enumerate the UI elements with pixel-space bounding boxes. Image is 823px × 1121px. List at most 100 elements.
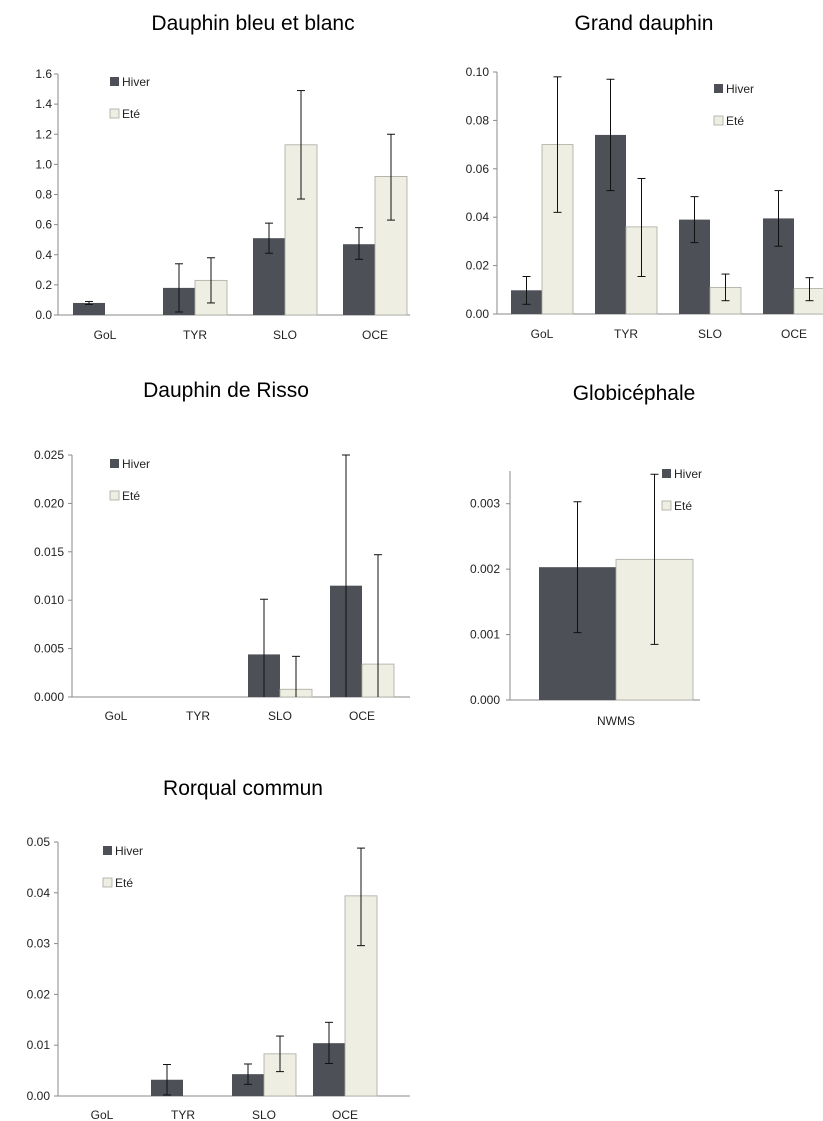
y-tick-label: 0.10 (466, 65, 490, 79)
y-tick-label: 0.4 (35, 248, 52, 262)
x-category-label: OCE (362, 328, 388, 342)
x-category-label: OCE (781, 327, 807, 341)
chart-title: Dauphin de Risso (143, 379, 309, 402)
chart-panel-1: Dauphin bleu et blanc 0.0 0.2 0.4 0.6 0.8 1.0 1… (35, 12, 410, 342)
y-tick-label: 0.06 (466, 162, 490, 176)
legend-label-hiver: Hiver (122, 457, 150, 471)
y-tick-label: 0.00 (27, 1089, 51, 1103)
chart-title: Globicéphale (573, 382, 696, 405)
error-bar-hiver-tyr (175, 263, 183, 313)
error-bar-ete-slo (276, 1035, 284, 1073)
x-category-label: OCE (332, 1108, 358, 1121)
error-bar-ete-slo (292, 655, 300, 697)
y-tick-label: 0.01 (27, 1038, 51, 1052)
error-bar-hiver-gol (522, 275, 531, 305)
error-bar-ete-gol (553, 76, 562, 213)
legend-label-hiver: Hiver (726, 82, 754, 96)
y-tick-label: 0.000 (470, 693, 500, 707)
y-tick-label: 0.020 (34, 496, 64, 510)
error-bar-hiver-slo (690, 196, 699, 244)
chart-panel-4: Globicéphale 0.000 0.001 0.002 0.003 NWMS Hive… (470, 382, 702, 728)
x-category-label: SLO (273, 328, 297, 342)
y-tick-label: 0.02 (27, 987, 51, 1001)
legend-label-hiver: Hiver (122, 75, 150, 89)
error-bar-hiver-oce (355, 227, 363, 260)
y-tick-label: 0.015 (34, 545, 64, 559)
legend-swatch-hiver (714, 84, 723, 93)
error-bar-hiver-tyr (606, 78, 615, 192)
x-category-label: GoL (105, 709, 128, 723)
y-tick-label: 0.2 (35, 278, 52, 292)
y-tick-label: 0.04 (27, 886, 51, 900)
x-category-label: TYR (171, 1108, 195, 1121)
y-tick-label: 0.005 (34, 642, 64, 656)
y-tick-label: 1.2 (35, 127, 52, 141)
y-tick-label: 0.00 (466, 307, 490, 321)
error-bar-ete-slo (721, 273, 730, 302)
y-tick-label: 0.04 (466, 210, 490, 224)
chart-panel-5: Rorqual commun 0.00 0.01 0.02 0.03 0.04 0.05 Go… (27, 777, 410, 1121)
y-tick-label: 0.002 (470, 562, 500, 576)
legend-swatch-ete (713, 115, 724, 126)
chart-title: Rorqual commun (163, 777, 323, 800)
legend-swatch-hiver (110, 459, 119, 468)
error-bar-ete-oce (387, 133, 395, 221)
x-category-label: TYR (186, 709, 210, 723)
legend-label-ete: Eté (115, 876, 133, 890)
legend-swatch-hiver (103, 846, 112, 855)
legend-label-hiver: Hiver (674, 467, 702, 481)
error-bar-hiver-slo (244, 1063, 252, 1085)
legend-swatch-ete (109, 490, 120, 501)
x-category-label: NWMS (597, 714, 635, 728)
y-tick-label: 1.4 (35, 97, 52, 111)
x-category-label: GoL (94, 328, 117, 342)
legend-swatch-ete (661, 500, 672, 511)
bar-hiver-slo (232, 1074, 264, 1096)
error-bar-ete-oce (805, 277, 814, 302)
x-category-label: SLO (252, 1108, 276, 1121)
y-tick-label: 1.0 (35, 157, 52, 171)
legend-label-hiver: Hiver (115, 844, 143, 858)
error-bar-hiver-gol (85, 300, 93, 305)
legend-swatch-ete (109, 108, 120, 119)
chart-panel-3: Dauphin de Risso 0.000 0.005 0.010 0.015 0.02… (34, 379, 410, 723)
error-bar-hiver-nwms (573, 501, 582, 634)
y-tick-label: 0.000 (34, 690, 64, 704)
y-tick-label: 0.001 (470, 628, 500, 642)
x-category-label: SLO (698, 327, 722, 341)
legend-swatch-ete (102, 877, 113, 888)
y-tick-label: 0.8 (35, 188, 52, 202)
y-tick-label: 0.0 (35, 308, 52, 322)
error-bar-ete-slo (297, 90, 305, 200)
legend-label-ete: Eté (122, 107, 140, 121)
y-tick-label: 0.6 (35, 218, 52, 232)
y-tick-label: 0.003 (470, 497, 500, 511)
error-bar-ete-oce (374, 554, 382, 697)
legend-label-ete: Eté (122, 489, 140, 503)
legend-label-ete: Eté (726, 114, 744, 128)
bar-hiver-gol (73, 302, 105, 315)
chart-title: Grand dauphin (575, 12, 714, 35)
y-tick-label: 1.6 (35, 67, 52, 81)
bar-ete-oce (793, 288, 823, 315)
y-tick-label: 0.010 (34, 593, 64, 607)
y-tick-label: 0.05 (27, 835, 51, 849)
x-category-label: TYR (614, 327, 638, 341)
error-bar-hiver-oce (325, 1021, 333, 1064)
x-category-label: SLO (268, 709, 292, 723)
y-tick-label: 0.08 (466, 113, 490, 127)
legend-label-ete: Eté (674, 499, 692, 513)
x-category-label: GoL (91, 1108, 114, 1121)
error-bar-ete-tyr (207, 257, 215, 304)
x-category-label: GoL (531, 327, 554, 341)
chart-title: Dauphin bleu et blanc (151, 12, 354, 35)
error-bar-hiver-oce (774, 190, 783, 247)
chart-panel-2: Grand dauphin 0.00 0.02 0.04 0.06 0.08 0.10 GoL… (466, 12, 823, 341)
error-bar-hiver-slo (265, 222, 273, 254)
y-tick-label: 0.03 (27, 937, 51, 951)
error-bar-ete-oce (357, 847, 365, 947)
error-bar-hiver-slo (260, 598, 268, 697)
legend-swatch-hiver (110, 77, 119, 86)
x-category-label: TYR (183, 328, 207, 342)
